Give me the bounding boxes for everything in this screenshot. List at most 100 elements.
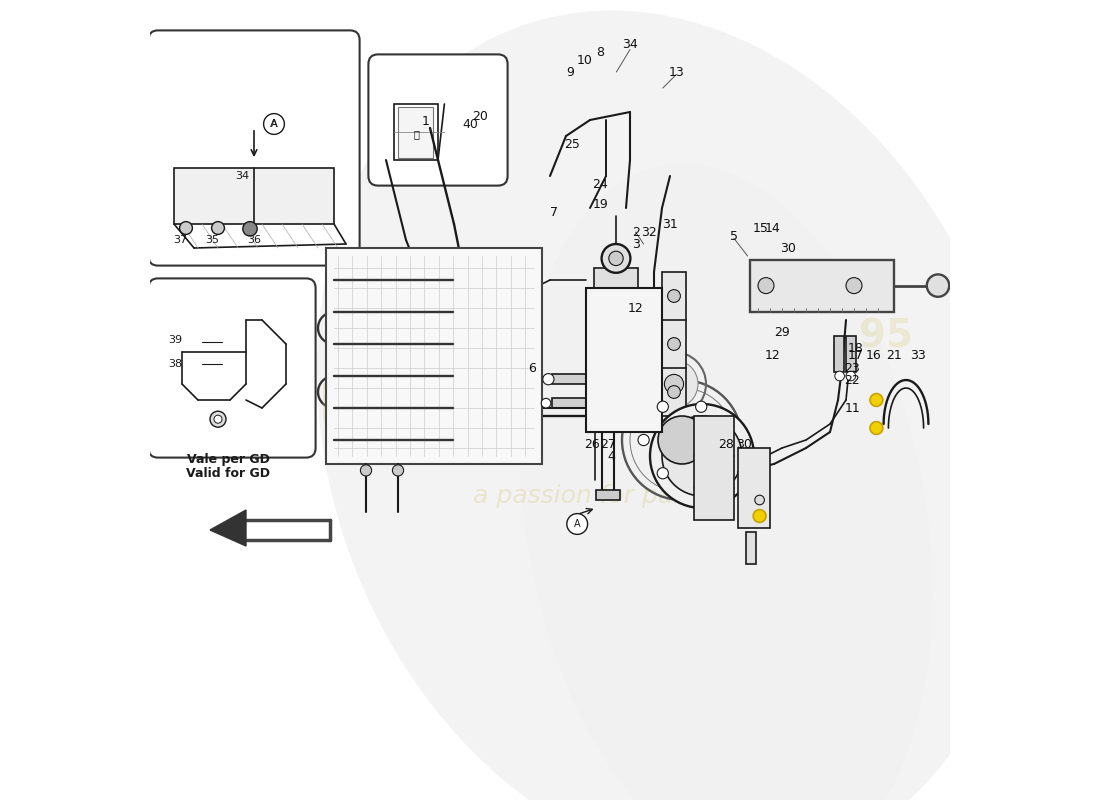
Circle shape [361, 465, 372, 476]
Bar [551, 398, 586, 408]
Circle shape [566, 514, 587, 534]
Text: A: A [574, 519, 581, 529]
Bar [694, 416, 734, 520]
Circle shape [179, 222, 192, 234]
Text: 35: 35 [206, 235, 219, 245]
Circle shape [662, 416, 742, 496]
Bar [750, 260, 894, 312]
Circle shape [658, 416, 706, 464]
Circle shape [638, 434, 649, 446]
Circle shape [657, 468, 669, 479]
Text: Vale per GD: Vale per GD [187, 454, 270, 466]
Text: 3: 3 [631, 238, 639, 250]
Bar [246, 520, 330, 540]
Bar [326, 248, 542, 464]
Text: 32: 32 [641, 226, 657, 238]
Bar [746, 532, 756, 564]
Text: 15: 15 [752, 222, 768, 234]
Circle shape [650, 404, 754, 508]
Text: A: A [271, 119, 277, 129]
Circle shape [668, 386, 681, 398]
Circle shape [695, 468, 707, 479]
Text: 5: 5 [730, 230, 738, 242]
Bar [551, 374, 586, 384]
Bar [596, 490, 620, 500]
Polygon shape [210, 510, 246, 546]
Ellipse shape [519, 164, 933, 800]
Bar [738, 448, 770, 528]
Text: 7: 7 [550, 206, 558, 218]
Circle shape [755, 495, 764, 505]
Text: 39: 39 [168, 335, 183, 345]
Text: 26: 26 [584, 438, 601, 450]
Text: 29: 29 [774, 326, 790, 338]
Text: 19: 19 [593, 198, 608, 210]
Bar [834, 336, 844, 372]
Text: 10: 10 [576, 54, 592, 66]
FancyBboxPatch shape [148, 30, 360, 266]
Text: 22: 22 [845, 374, 860, 386]
Circle shape [393, 465, 404, 476]
Bar [846, 336, 856, 372]
Circle shape [870, 394, 883, 406]
Text: 30: 30 [737, 438, 752, 450]
Text: 17: 17 [848, 350, 864, 362]
Text: 9: 9 [566, 66, 574, 78]
Circle shape [211, 222, 224, 234]
Text: 23: 23 [845, 362, 860, 374]
Text: 8: 8 [596, 46, 604, 58]
Circle shape [664, 374, 683, 394]
Circle shape [541, 398, 551, 408]
Text: a passion for parts: a passion for parts [473, 484, 706, 508]
Text: 40: 40 [462, 118, 477, 130]
Text: 20: 20 [473, 110, 488, 122]
Circle shape [657, 401, 669, 412]
Text: 34: 34 [235, 171, 249, 181]
Text: 2: 2 [631, 226, 639, 238]
Circle shape [927, 274, 949, 297]
Text: 30: 30 [781, 242, 796, 254]
Text: 🐎: 🐎 [414, 130, 419, 139]
Circle shape [758, 278, 774, 294]
Bar [398, 107, 433, 158]
Circle shape [650, 360, 699, 408]
Circle shape [695, 401, 707, 412]
Text: 36: 36 [248, 235, 261, 245]
Text: 25: 25 [563, 138, 580, 150]
Circle shape [608, 251, 624, 266]
Circle shape [846, 371, 856, 381]
Ellipse shape [317, 10, 1023, 800]
Text: 14: 14 [764, 222, 780, 234]
Text: 24: 24 [593, 178, 608, 190]
Text: 12: 12 [764, 350, 780, 362]
Circle shape [835, 371, 845, 381]
Circle shape [715, 434, 726, 446]
Bar [394, 104, 438, 160]
Text: 27: 27 [600, 438, 616, 450]
Text: 95: 95 [859, 317, 913, 355]
Text: 37: 37 [174, 235, 187, 245]
Bar [662, 272, 686, 416]
FancyBboxPatch shape [148, 278, 316, 458]
Circle shape [870, 422, 883, 434]
Circle shape [243, 222, 257, 236]
Circle shape [754, 510, 766, 522]
Text: 21: 21 [887, 350, 902, 362]
Text: 4: 4 [607, 450, 616, 462]
Circle shape [264, 114, 285, 134]
Circle shape [846, 278, 862, 294]
Text: A: A [271, 119, 278, 129]
Text: 16: 16 [866, 350, 882, 362]
Text: 18: 18 [848, 342, 864, 354]
Text: 38: 38 [168, 359, 183, 369]
Circle shape [214, 415, 222, 423]
Circle shape [542, 374, 554, 385]
FancyBboxPatch shape [368, 54, 507, 186]
Text: 6: 6 [528, 362, 537, 374]
Text: 11: 11 [845, 402, 860, 414]
Circle shape [668, 290, 681, 302]
Bar [594, 268, 638, 288]
Text: 33: 33 [910, 350, 926, 362]
Text: 34: 34 [623, 38, 638, 50]
Text: 1: 1 [421, 115, 429, 128]
